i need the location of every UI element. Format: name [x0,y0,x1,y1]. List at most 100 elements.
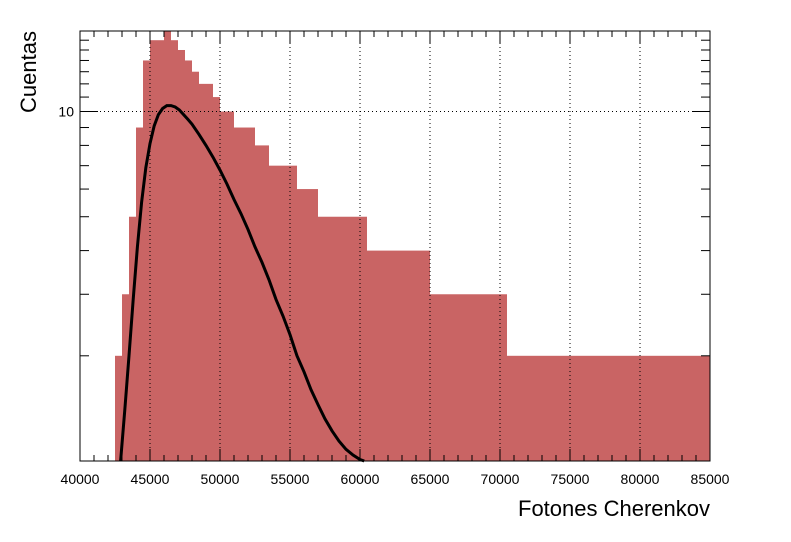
histogram-bar [472,294,479,461]
x-axis-tick-labels: 40000 45000 50000 55000 60000 65000 70000 75000… [61,471,730,487]
histogram-bar [521,355,528,461]
histogram-bar [171,40,178,461]
histogram-bar [374,250,381,461]
histogram-bar [535,355,542,461]
histogram-bar [311,189,318,462]
histogram-bar [500,294,507,461]
histogram-bar [451,294,458,461]
histogram-bar [598,355,605,461]
y-tick-label: 10 [58,104,74,120]
x-tick-label: 55000 [271,471,310,487]
histogram-bar [668,355,675,461]
histogram-bar [416,250,423,461]
histogram-bar [528,355,535,461]
histogram-bar [675,355,682,461]
histogram-bar [115,355,122,461]
x-tick-label: 80000 [621,471,660,487]
histogram-bar [178,49,185,461]
fit-curve [119,104,365,463]
histogram-bar [227,111,234,461]
histogram-bar [696,355,703,461]
histogram-bar [220,111,227,461]
histogram-bar [556,355,563,461]
x-tick-label: 50000 [201,471,240,487]
x-tick-label: 70000 [481,471,520,487]
histogram-bar [290,165,297,462]
histogram-bar [164,31,171,461]
histogram-bar [318,216,325,461]
histogram-bar [339,216,346,461]
histogram-bar [409,250,416,461]
histogram-bar [262,145,269,461]
histogram-bar [430,294,437,461]
histogram-bar [283,165,290,462]
histogram-bar [549,355,556,461]
histogram-bar [346,216,353,461]
histogram-bar [185,60,192,461]
histogram-bar [150,40,157,461]
histogram-bar [143,60,150,461]
histogram-bar [577,355,584,461]
histogram-bar [619,355,626,461]
histogram-bar [563,355,570,461]
histogram-bar [640,355,647,461]
histogram-bar [633,355,640,461]
histogram-bar [423,250,430,461]
y-axis-tick-labels: 10 [58,104,74,120]
x-tick-label: 75000 [551,471,590,487]
histogram-bar [234,127,241,462]
x-tick-label: 60000 [341,471,380,487]
histogram-bar [570,355,577,461]
histogram-bar [605,355,612,461]
histogram-bar [199,83,206,461]
histogram-bar [367,250,374,461]
histogram-bar [241,127,248,462]
histogram-bar [486,294,493,461]
histogram-bar [458,294,465,461]
histogram-bar [248,127,255,462]
histogram-bar [647,355,654,461]
x-axis-title: Fotones Cherenkov [518,496,710,521]
histogram-bar [507,355,514,461]
histogram-bar [437,294,444,461]
histogram-bar [269,165,276,462]
histogram-bar [402,250,409,461]
histogram-bar [360,216,367,461]
histogram-bar [353,216,360,461]
histogram-bar [381,250,388,461]
histogram-bar [703,355,710,461]
histogram-bar [388,250,395,461]
histogram-bar [122,294,129,461]
histogram-bar [276,165,283,462]
histogram-bar [682,355,689,461]
histogram-bar [325,216,332,461]
histogram-bar [213,97,220,461]
histogram-bar [255,145,262,461]
histogram-bar [514,355,521,461]
y-axis-title: Cuentas [16,31,41,113]
histogram-bar [591,355,598,461]
x-tick-label: 85000 [691,471,730,487]
x-tick-label: 45000 [131,471,170,487]
histogram-bar [304,189,311,462]
histogram-bar [297,189,304,462]
histogram-bar [332,216,339,461]
histogram-bar [395,250,402,461]
histogram-bar [465,294,472,461]
histogram-bar [542,355,549,461]
grid-lines [80,31,710,461]
histogram-bar [654,355,661,461]
histogram-bar [479,294,486,461]
histogram-bar [444,294,451,461]
plot-frame [79,30,711,462]
histogram-bar [584,355,591,461]
x-tick-label: 40000 [61,471,100,487]
histogram-bar [157,40,164,461]
axis-ticks [79,30,711,461]
histogram-bar [136,127,143,462]
histogram-bar [493,294,500,461]
histogram-bar [206,83,213,461]
histogram-bar [661,355,668,461]
histogram-bar [129,216,136,461]
